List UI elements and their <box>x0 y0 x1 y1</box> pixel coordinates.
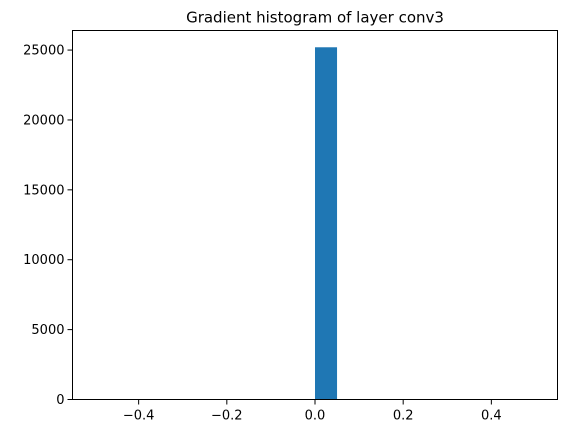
bars-group <box>315 47 338 400</box>
y-axis: 0 5000 10000 15000 20000 25000 <box>23 44 73 408</box>
x-tick-label-0: −0.4 <box>123 409 155 424</box>
y-tick-label-1: 5000 <box>31 323 64 338</box>
chart-title: Gradient histogram of layer conv3 <box>186 9 444 27</box>
y-tick-label-4: 20000 <box>23 113 64 128</box>
x-tick-label-4: 0.4 <box>481 409 502 424</box>
x-tick-label-3: 0.2 <box>393 409 414 424</box>
histogram-bar-0 <box>315 47 338 400</box>
x-tick-label-2: 0.0 <box>305 409 326 424</box>
x-tick-label-1: −0.2 <box>211 409 243 424</box>
y-tick-label-0: 0 <box>56 393 64 408</box>
x-axis: −0.4 −0.2 0.0 0.2 0.4 <box>123 399 502 424</box>
y-tick-label-3: 15000 <box>23 183 64 198</box>
plot-frame <box>72 30 558 400</box>
y-tick-label-2: 10000 <box>23 253 64 268</box>
y-tick-label-5: 25000 <box>23 44 64 59</box>
